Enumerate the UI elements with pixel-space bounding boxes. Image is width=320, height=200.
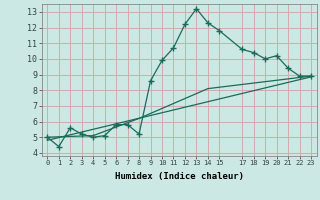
X-axis label: Humidex (Indice chaleur): Humidex (Indice chaleur) xyxy=(115,172,244,181)
